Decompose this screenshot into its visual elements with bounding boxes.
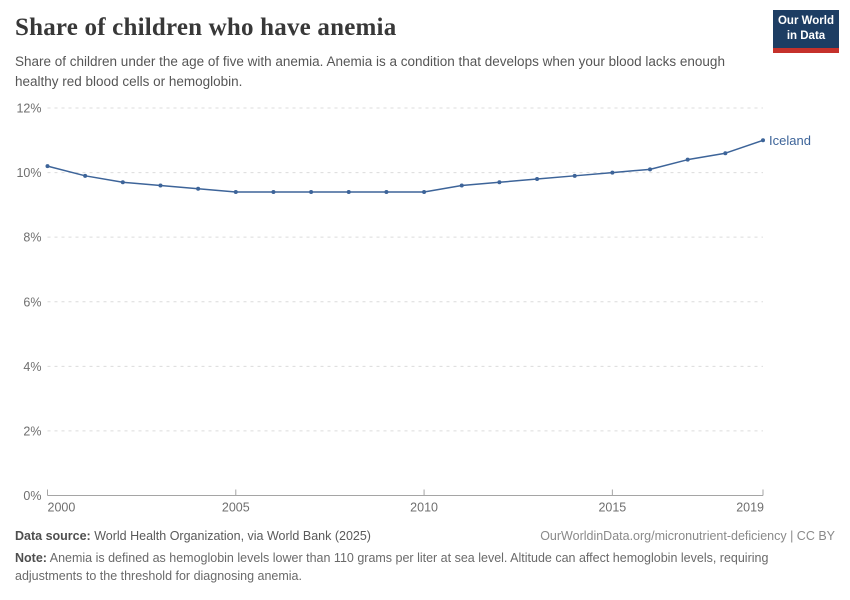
data-source-label: Data source: — [15, 529, 91, 543]
note-label: Note: — [15, 551, 47, 565]
data-point[interactable] — [422, 189, 427, 194]
data-point[interactable] — [120, 180, 125, 185]
data-point[interactable] — [723, 151, 728, 156]
y-tick-label: 0% — [23, 489, 41, 503]
x-tick-label: 2010 — [410, 501, 438, 515]
data-point[interactable] — [233, 189, 238, 194]
data-point[interactable] — [196, 186, 201, 191]
series-end-label[interactable]: Iceland — [769, 133, 811, 148]
data-point[interactable] — [685, 157, 690, 162]
data-point[interactable] — [497, 180, 502, 185]
y-tick-label: 8% — [23, 231, 41, 245]
owid-logo-line1: Our World — [777, 15, 834, 28]
chart-subtitle: Share of children under the age of five … — [15, 54, 725, 89]
data-source: Data source: World Health Organization, … — [15, 529, 371, 543]
page-title: Share of children who have anemia — [15, 14, 397, 41]
owid-logo-line2: in Data — [786, 30, 826, 42]
data-source-text: World Health Organization, via World Ban… — [90, 529, 371, 543]
data-point[interactable] — [535, 177, 540, 182]
x-tick-label: 2005 — [222, 501, 250, 515]
y-tick-label: 6% — [23, 295, 41, 309]
data-point[interactable] — [648, 167, 653, 172]
chart-note: Note: Anemia is defined as hemoglobin le… — [15, 549, 810, 585]
data-point[interactable] — [384, 189, 389, 194]
data-point[interactable] — [346, 189, 351, 194]
citation-link[interactable]: OurWorldinData.org/micronutrient-deficie… — [540, 529, 835, 543]
owid-logo[interactable]: Our World in Data — [773, 10, 839, 53]
note-text: Anemia is defined as hemoglobin levels l… — [15, 551, 769, 584]
chart-footer: Data source: World Health Organization, … — [15, 529, 835, 585]
data-point[interactable] — [572, 173, 577, 178]
data-point[interactable] — [45, 164, 50, 169]
x-tick-label: 2015 — [598, 501, 626, 515]
y-tick-label: 4% — [23, 360, 41, 374]
data-point[interactable] — [83, 173, 88, 178]
y-tick-label: 2% — [23, 424, 41, 438]
x-tick-label: 2019 — [736, 501, 764, 515]
data-point[interactable] — [271, 189, 276, 194]
series-line-iceland[interactable] — [46, 139, 764, 193]
data-point[interactable] — [761, 138, 765, 143]
y-tick-label: 10% — [16, 166, 41, 180]
data-point[interactable] — [309, 189, 314, 194]
data-point[interactable] — [610, 170, 615, 175]
y-tick-label: 12% — [16, 102, 41, 116]
source-row: Data source: World Health Organization, … — [15, 529, 835, 543]
x-tick-label: 2000 — [48, 501, 76, 515]
data-point[interactable] — [459, 183, 464, 188]
line-chart[interactable]: 0% 2% 4% 6% 8% 10% 12% 2000 2005 2010 2015 2019 Icel… — [0, 0, 850, 525]
data-point[interactable] — [158, 183, 163, 188]
